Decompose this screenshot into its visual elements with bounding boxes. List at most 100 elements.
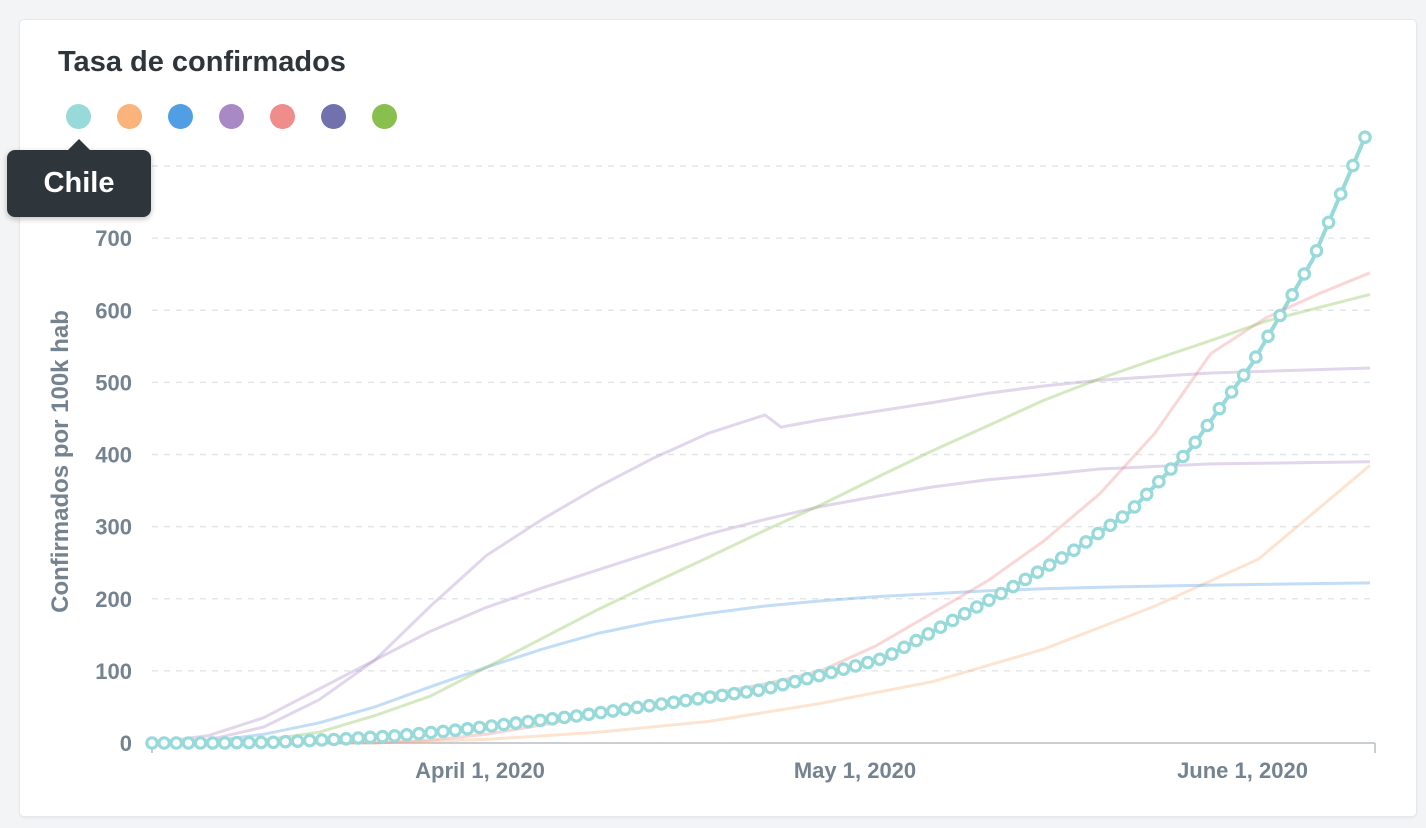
data-point-chile[interactable] (327, 732, 341, 747)
data-point-chile[interactable] (775, 677, 790, 692)
data-point-chile[interactable] (897, 640, 911, 655)
data-point-chile[interactable] (1333, 187, 1348, 201)
data-point-chile[interactable] (230, 735, 244, 750)
data-point-chile[interactable] (678, 693, 693, 708)
data-point-chile[interactable] (266, 735, 281, 750)
data-point-chile[interactable] (1285, 287, 1299, 302)
data-point-chile[interactable] (533, 713, 547, 728)
data-point-chile[interactable] (860, 655, 875, 670)
data-point-chile[interactable] (1030, 565, 1045, 579)
data-point-chile[interactable] (399, 727, 414, 742)
data-point-chile[interactable] (1212, 401, 1227, 416)
data-point-chile[interactable] (472, 720, 487, 735)
data-point-chile[interactable] (1055, 551, 1069, 565)
series-line[interactable] (152, 292, 1371, 745)
data-point-chile[interactable] (205, 736, 220, 750)
data-point-chile[interactable] (1127, 500, 1142, 514)
data-point-chile[interactable] (145, 736, 159, 750)
data-point-chile[interactable] (1115, 510, 1130, 524)
data-point-chile[interactable] (387, 729, 402, 743)
data-point-chile[interactable] (739, 685, 754, 699)
data-point-chile[interactable] (691, 691, 705, 706)
series-line[interactable] (151, 581, 1371, 745)
data-point-chile[interactable] (836, 662, 851, 676)
data-point-chile[interactable] (1079, 535, 1093, 549)
data-point-chile[interactable] (242, 735, 256, 750)
data-point-chile[interactable] (945, 613, 960, 628)
data-point-chile[interactable] (351, 731, 365, 745)
legend-dot-chile[interactable] (66, 104, 91, 129)
data-point-chile[interactable] (436, 724, 450, 739)
data-point-chile[interactable] (363, 730, 378, 745)
legend-dot-dark-purple[interactable] (321, 104, 346, 129)
data-point-chile[interactable] (800, 671, 814, 686)
series-line-chile[interactable] (152, 136, 1367, 745)
data-point-chile[interactable] (642, 698, 657, 713)
data-point-chile[interactable] (169, 736, 184, 750)
data-point-chile[interactable] (1224, 385, 1239, 399)
data-point-chile[interactable] (788, 674, 802, 689)
data-point-chile[interactable] (1091, 526, 1105, 541)
data-point-chile[interactable] (545, 711, 560, 726)
data-point-chile[interactable] (703, 690, 717, 704)
data-point-chile[interactable] (218, 736, 232, 750)
data-point-chile[interactable] (1236, 368, 1251, 382)
data-point-chile[interactable] (1200, 418, 1215, 433)
data-point-chile[interactable] (885, 647, 899, 661)
data-point-chile[interactable] (1321, 215, 1336, 230)
data-point-chile[interactable] (339, 731, 353, 746)
data-point-chile[interactable] (254, 735, 268, 750)
data-point-chile[interactable] (1067, 543, 1081, 557)
data-point-chile[interactable] (1042, 558, 1057, 572)
data-point-chile[interactable] (1164, 462, 1178, 476)
data-point-chile[interactable] (1358, 130, 1372, 144)
data-point-chile[interactable] (872, 652, 887, 667)
data-point-chile[interactable] (484, 719, 499, 733)
data-point-chile[interactable] (848, 659, 863, 673)
legend-dot-red[interactable] (270, 104, 295, 129)
series-line[interactable] (151, 460, 1371, 745)
data-point-chile[interactable] (969, 600, 984, 614)
data-point-chile[interactable] (375, 729, 390, 744)
data-point-chile[interactable] (424, 725, 438, 740)
data-point-chile[interactable] (460, 721, 475, 736)
data-point-chile[interactable] (509, 716, 523, 730)
series-line[interactable] (151, 366, 1371, 745)
data-point-chile[interactable] (1018, 572, 1033, 587)
data-point-chile[interactable] (521, 714, 535, 729)
data-point-chile[interactable] (302, 733, 317, 748)
data-point-chile[interactable] (290, 734, 305, 748)
data-point-chile[interactable] (933, 620, 948, 634)
data-point-chile[interactable] (982, 593, 996, 607)
legend-dot-blue[interactable] (168, 104, 193, 129)
legend-dot-orange[interactable] (117, 104, 142, 129)
data-point-chile[interactable] (1249, 350, 1263, 364)
data-point-chile[interactable] (812, 668, 826, 683)
data-point-chile[interactable] (1188, 435, 1202, 450)
data-point-chile[interactable] (1297, 267, 1312, 281)
data-point-chile[interactable] (824, 665, 839, 680)
data-point-chile[interactable] (1152, 474, 1166, 489)
data-point-chile[interactable] (1006, 579, 1020, 594)
data-point-chile[interactable] (193, 736, 208, 750)
data-point-chile[interactable] (1176, 449, 1190, 464)
data-point-chile[interactable] (1346, 158, 1360, 173)
data-point-chile[interactable] (921, 627, 936, 641)
data-point-chile[interactable] (1309, 244, 1324, 258)
data-point-chile[interactable] (630, 700, 644, 715)
data-point-chile[interactable] (1273, 308, 1287, 323)
data-point-chile[interactable] (715, 688, 729, 703)
data-point-chile[interactable] (751, 683, 766, 698)
data-point-chile[interactable] (278, 734, 293, 749)
data-point-chile[interactable] (727, 686, 741, 701)
data-point-chile[interactable] (412, 726, 426, 741)
data-point-chile[interactable] (666, 695, 681, 710)
legend-dot-light-purple[interactable] (219, 104, 244, 129)
data-point-chile[interactable] (606, 704, 620, 718)
data-point-chile[interactable] (1261, 329, 1275, 344)
data-point-chile[interactable] (909, 633, 923, 648)
data-point-chile[interactable] (157, 736, 171, 750)
series-line[interactable] (152, 464, 1371, 745)
data-point-chile[interactable] (618, 702, 632, 716)
data-point-chile[interactable] (763, 680, 778, 695)
